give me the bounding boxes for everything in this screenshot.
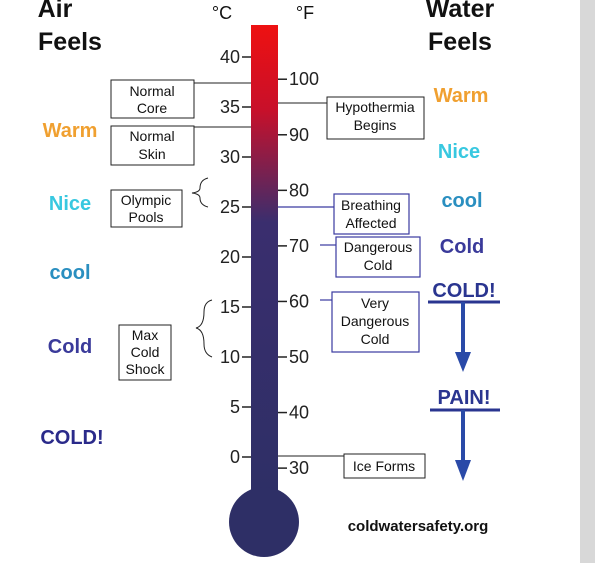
note-line: Normal [129,128,174,144]
header-line: Feels [428,28,492,56]
note-line: Ice Forms [353,458,415,474]
note-line: Dangerous [341,313,410,329]
note-box [110,125,195,166]
fahrenheit-tick-label: 30 [289,458,309,478]
note-line: Core [137,100,168,116]
note-line: Cold [131,344,160,360]
note-box [118,324,172,381]
arrow-head [455,460,471,481]
thermometer-tube [251,25,278,495]
fahrenheit-tick-label: 90 [289,125,309,145]
note-box [335,236,421,278]
fahrenheit-unit: °F [296,3,314,23]
note-line: Hypothermia [335,99,415,115]
header-line: Air [38,0,73,23]
note-line: Affected [345,215,396,231]
note-line: Shock [126,361,166,377]
celsius-tick-label: 10 [220,347,240,367]
water-header: Water [426,0,495,23]
thermometer-bulb [229,487,299,557]
note-line: Max [132,327,158,343]
water-feel: Cold [440,236,484,258]
air-header: Air [38,0,73,23]
note-line: Cold [361,331,390,347]
note-line: Pools [128,209,163,225]
source: coldwatersafety.org [348,518,489,535]
note-line: Breathing [341,197,401,213]
fahrenheit-tick-label: 50 [289,347,309,367]
fahrenheit-tick-label: 60 [289,291,309,311]
note-box [343,453,426,479]
header-line: Feels [38,28,102,56]
celsius-tick-label: 5 [230,397,240,417]
note-box [110,189,183,228]
air-feel: cool [49,262,90,284]
fahrenheit-tick-label: 70 [289,236,309,256]
air-feel: Cold [48,336,92,358]
water-feel: cool [441,190,482,212]
water-feel: Warm [434,85,489,107]
water-header: Feels [428,28,492,56]
note-line: Begins [354,117,397,133]
celsius-tick-label: 30 [220,147,240,167]
air-header: Feels [38,28,102,56]
note-line: Olympic [121,192,172,208]
header-line: Water [426,0,495,23]
fahrenheit-tick-label: 80 [289,180,309,200]
arrow-head [455,352,471,372]
fahrenheit-tick-label: 100 [289,69,319,89]
celsius-tick-label: 40 [220,47,240,67]
celsius-tick-label: 20 [220,247,240,267]
air-feel: COLD! [40,427,103,449]
note-box [110,79,195,119]
frame-edge [580,0,595,563]
air-feel: Warm [43,120,98,142]
note-box [333,193,410,235]
celsius-unit: °C [212,3,232,23]
note-box [331,291,420,353]
note-line: Skin [138,146,165,162]
note-line: Very [361,295,389,311]
brace [195,299,213,358]
note-line: Cold [364,257,393,273]
fahrenheit-tick-label: 40 [289,403,309,423]
water-feel: PAIN! [438,387,491,409]
brace [191,177,209,208]
air-feel: Nice [49,193,91,215]
celsius-tick-label: 35 [220,97,240,117]
celsius-tick-label: 15 [220,297,240,317]
water-feel: Nice [438,141,480,163]
note-line: Normal [129,83,174,99]
note-box [326,96,425,140]
celsius-tick-label: 0 [230,447,240,467]
water-feel: COLD! [432,280,495,302]
celsius-tick-label: 25 [220,197,240,217]
note-line: Dangerous [344,239,413,255]
